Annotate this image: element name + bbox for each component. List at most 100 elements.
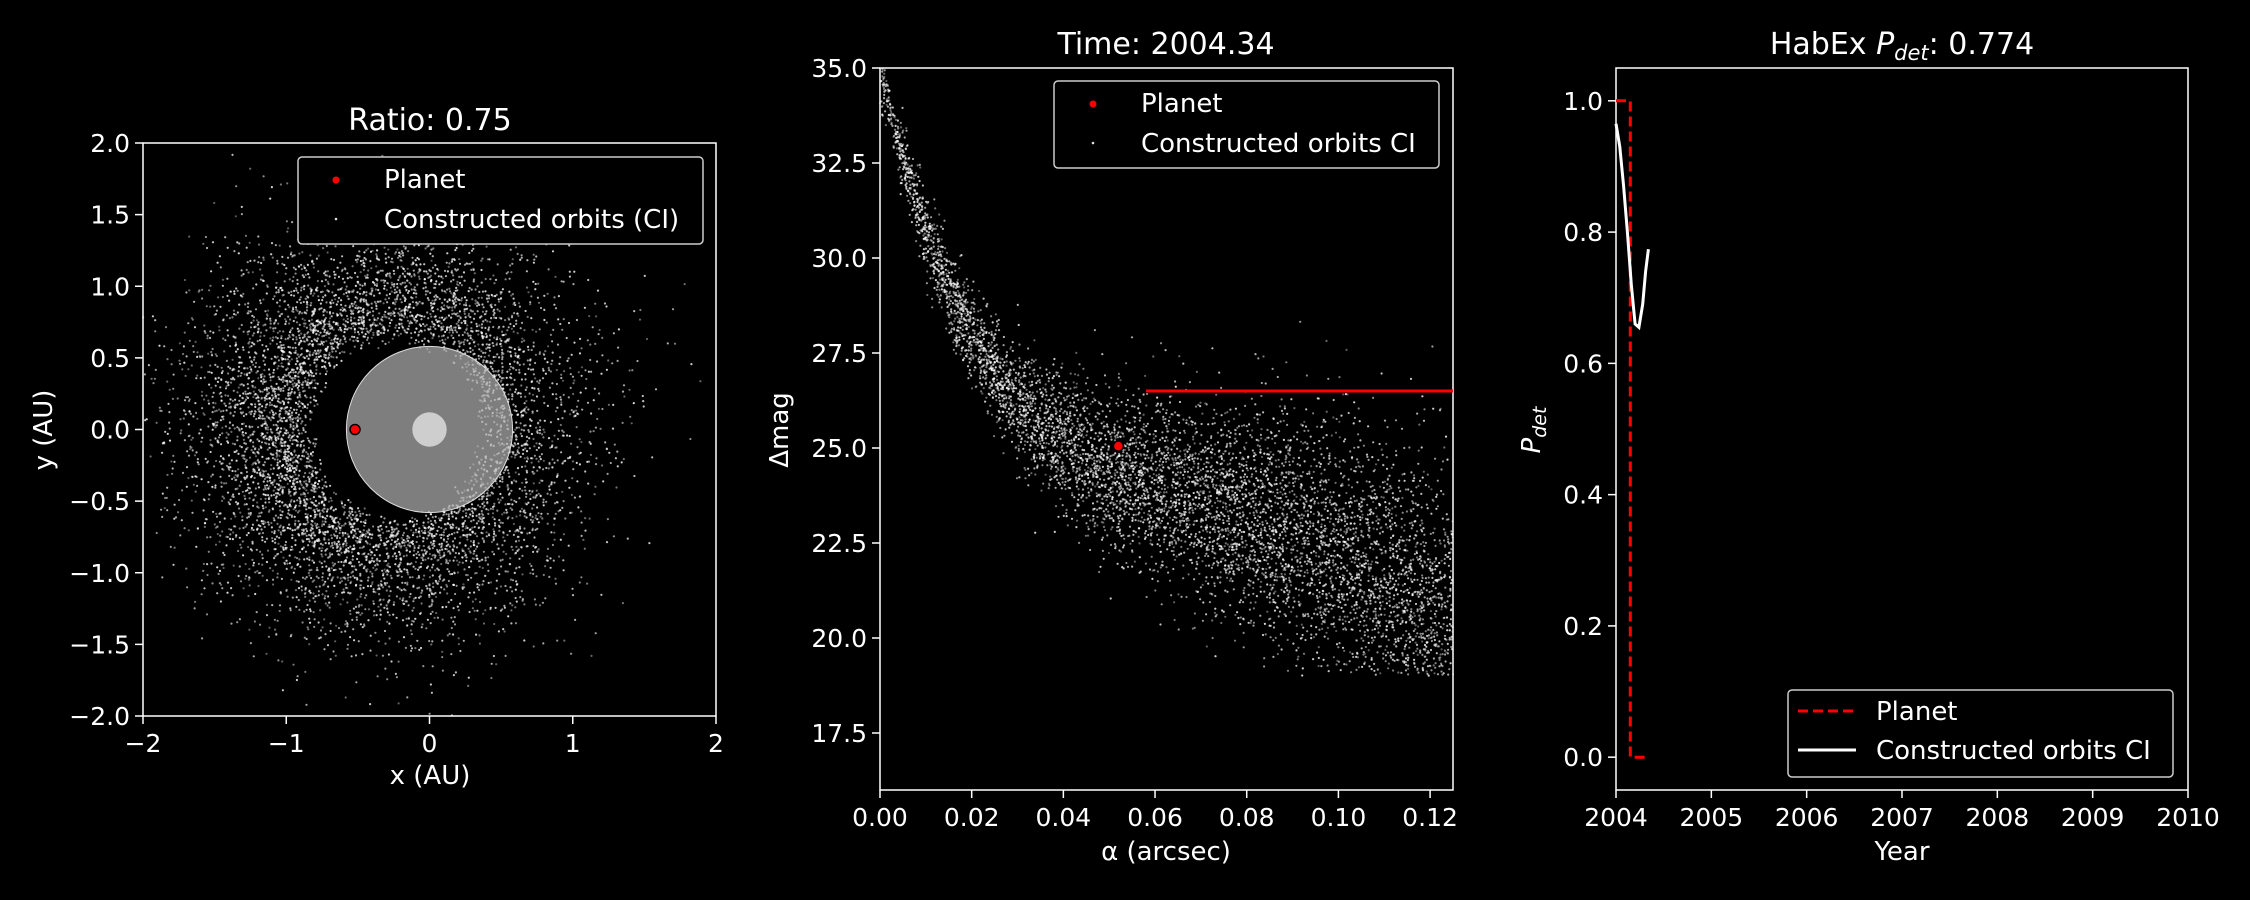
orbit-point bbox=[318, 486, 321, 489]
orbit-point bbox=[524, 378, 527, 381]
orbit-point bbox=[304, 430, 307, 434]
orbit-point bbox=[350, 655, 353, 658]
orbit-point bbox=[324, 354, 327, 357]
orbit-point bbox=[273, 375, 276, 378]
orbit-point bbox=[308, 569, 311, 572]
orbit-point bbox=[480, 315, 483, 318]
orbit-point bbox=[269, 468, 272, 471]
orbit-point bbox=[440, 562, 443, 566]
orbit-point bbox=[445, 544, 448, 548]
orbit-point bbox=[473, 525, 476, 529]
orbit-point bbox=[234, 470, 237, 473]
orbit-point bbox=[401, 581, 404, 584]
orbit-point bbox=[508, 492, 511, 495]
orbit-point bbox=[281, 510, 284, 513]
orbit-point bbox=[266, 448, 269, 451]
orbit-point bbox=[241, 515, 244, 518]
orbit-point bbox=[534, 603, 538, 606]
orbit-point bbox=[523, 350, 526, 353]
orbit-point bbox=[532, 341, 535, 344]
orbit-point bbox=[386, 620, 389, 624]
orbit-point bbox=[286, 381, 289, 384]
orbit-point bbox=[423, 315, 426, 318]
orbit-point bbox=[455, 331, 458, 334]
orbit-point bbox=[510, 622, 513, 625]
orbit-point bbox=[621, 390, 625, 393]
orbit-point bbox=[271, 472, 274, 475]
orbit-point bbox=[272, 336, 275, 339]
orbit-point bbox=[285, 418, 288, 421]
orbit-point bbox=[487, 508, 490, 512]
orbit-point bbox=[264, 470, 267, 473]
orbit-point bbox=[553, 531, 556, 534]
orbit-point bbox=[197, 463, 200, 466]
orbit-cloud bbox=[142, 153, 702, 717]
orbit-point bbox=[252, 441, 255, 444]
orbit-point bbox=[260, 376, 263, 379]
orbit-point bbox=[247, 351, 250, 354]
orbit-point bbox=[452, 274, 455, 277]
orbit-point bbox=[190, 438, 193, 441]
orbit-point bbox=[287, 392, 290, 395]
orbit-point bbox=[532, 437, 535, 441]
orbit-point bbox=[236, 435, 239, 438]
orbit-point bbox=[252, 319, 255, 322]
orbit-point bbox=[254, 365, 257, 368]
orbit-point bbox=[359, 520, 363, 523]
orbit-point bbox=[403, 296, 406, 299]
orbit-point bbox=[538, 301, 541, 304]
orbit-point bbox=[294, 589, 298, 592]
orbit-point bbox=[265, 345, 268, 348]
orbit-point bbox=[173, 460, 176, 463]
orbit-point bbox=[514, 443, 517, 446]
orbit-point bbox=[393, 311, 396, 314]
orbit-point bbox=[444, 547, 447, 551]
orbit-point bbox=[371, 314, 374, 317]
orbit-point bbox=[537, 460, 540, 463]
orbit-point bbox=[354, 539, 357, 542]
orbit-point bbox=[536, 422, 540, 425]
orbit-point bbox=[298, 504, 301, 507]
orbit-point bbox=[278, 604, 282, 607]
orbit-point bbox=[289, 607, 292, 610]
orbit-point bbox=[562, 280, 565, 283]
orbit-point bbox=[490, 303, 493, 306]
orbit-point bbox=[294, 401, 298, 404]
orbit-point bbox=[279, 389, 282, 392]
orbit-point bbox=[305, 451, 308, 454]
orbit-point bbox=[273, 557, 276, 560]
orbit-point bbox=[387, 600, 390, 603]
orbit-point bbox=[238, 327, 241, 330]
orbit-point bbox=[213, 465, 216, 468]
orbit-point bbox=[520, 378, 524, 381]
orbit-point bbox=[586, 460, 589, 463]
orbit-point bbox=[341, 591, 344, 594]
orbit-point bbox=[290, 294, 293, 297]
orbit-point bbox=[240, 427, 243, 430]
orbit-point bbox=[330, 579, 333, 582]
orbit-point bbox=[599, 427, 602, 430]
orbit-point bbox=[248, 337, 251, 340]
orbit-point bbox=[209, 439, 212, 442]
orbit-point bbox=[336, 534, 339, 538]
orbit-point bbox=[292, 308, 295, 311]
orbit-point bbox=[264, 406, 267, 409]
orbit-point bbox=[398, 323, 401, 326]
orbit-point bbox=[288, 375, 292, 378]
orbit-point bbox=[546, 512, 549, 515]
orbit-point bbox=[270, 530, 274, 534]
orbit-point bbox=[365, 570, 368, 573]
orbit-point bbox=[247, 508, 250, 511]
orbit-point bbox=[236, 289, 239, 292]
orbit-point bbox=[390, 660, 393, 663]
orbit-point bbox=[322, 343, 325, 346]
orbit-point bbox=[452, 607, 455, 610]
orbit-point bbox=[486, 501, 489, 504]
orbit-point bbox=[242, 434, 245, 437]
orbit-point bbox=[601, 464, 604, 467]
orbit-point bbox=[516, 413, 519, 416]
orbit-point bbox=[471, 507, 474, 510]
orbit-point bbox=[277, 359, 280, 362]
orbit-point bbox=[532, 645, 535, 648]
orbit-point bbox=[531, 328, 534, 331]
